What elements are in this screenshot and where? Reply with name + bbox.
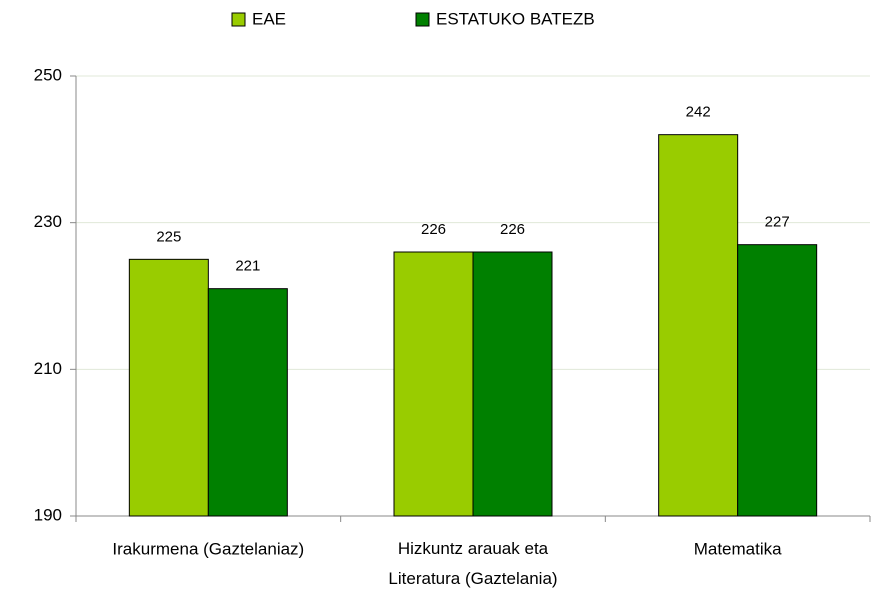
bar [737, 244, 818, 517]
legend-label: ESTATUKO BATEZB [436, 9, 595, 28]
value-label: 227 [765, 214, 790, 231]
legend-label: EAE [252, 9, 286, 28]
bar [393, 251, 474, 517]
bar [128, 258, 209, 517]
legend-swatch [231, 12, 246, 27]
value-label: 226 [421, 221, 446, 238]
legend-swatch [415, 12, 430, 27]
x-tick-label: Hizkuntz arauak eta Literatura (Gaztelani… [388, 539, 557, 588]
y-tick-label: 230 [34, 212, 62, 231]
y-tick-label: 190 [34, 505, 62, 524]
bar [207, 288, 288, 517]
y-tick-label: 210 [34, 359, 62, 378]
value-label: 242 [686, 104, 711, 121]
x-tick-label: Irakurmena (Gaztelaniaz) [112, 539, 304, 558]
y-tick-label: 250 [34, 65, 62, 84]
bar [658, 134, 739, 517]
value-label: 221 [235, 258, 260, 275]
bar [472, 251, 553, 517]
x-tick-label: Matematika [694, 539, 782, 558]
value-label: 225 [156, 228, 181, 245]
value-label: 226 [500, 221, 525, 238]
